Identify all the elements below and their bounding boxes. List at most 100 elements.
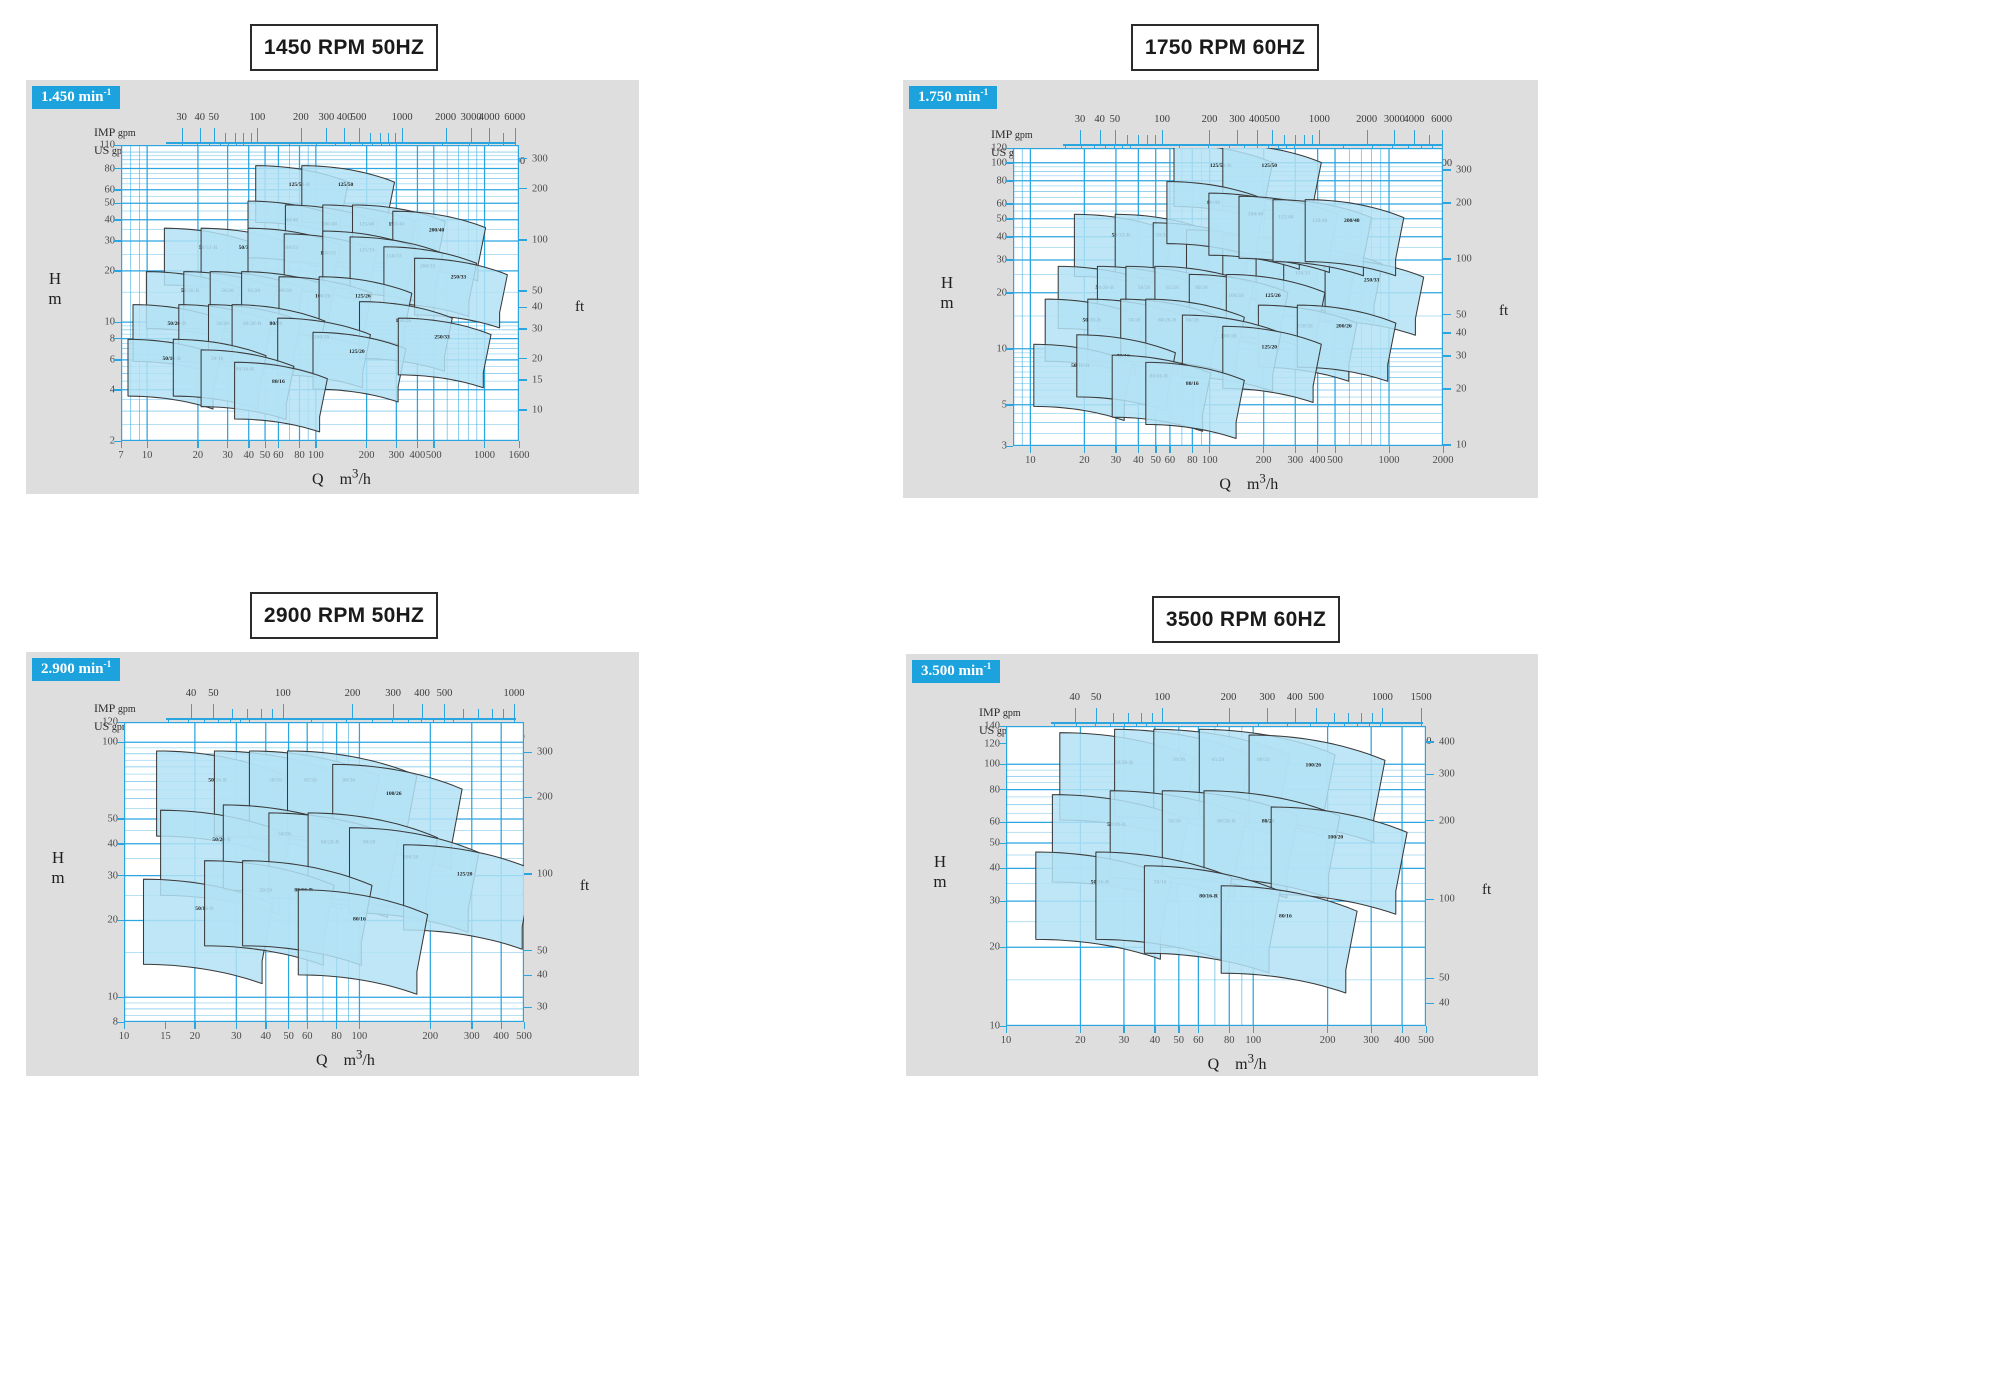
pump-model-label: 50/20-R [212,837,232,843]
imp-gpm-tick-label: 1500 [1410,692,1432,703]
y2-tick-mark [519,409,527,411]
y2-tick-label: 20 [532,353,543,365]
imp-gpm-tick [445,128,447,142]
y-tick-label: 60 [996,198,1008,210]
pump-model-label: 50/33 [239,245,252,251]
chart-panel-3500: 3.500 min-1 IMP gpm US gpm 40 50 100 200 300 400… [906,654,1538,1076]
gpm-minor-tick [1304,135,1306,144]
x-tick-mark [164,1022,167,1029]
imp-gpm-tick-label: 100 [1154,114,1171,125]
y2-tick-mark [1443,332,1451,334]
x-tick-mark [1334,446,1336,453]
y2-tick-label: 400 [1439,736,1455,748]
y-tick-mark [999,867,1006,870]
imp-gpm-label: IMP gpm [991,127,1033,141]
y-tick-mark [999,725,1006,727]
y-tick-mark [114,440,121,442]
h-unit: m [933,871,947,891]
x-tick-mark [264,441,266,448]
x-tick-mark [1169,446,1171,453]
imp-gpm-tick-label: 400 [1248,114,1265,125]
x-tick-mark [1154,1026,1156,1033]
q-symbol: Q [316,1052,328,1070]
imp-gpm-tick-label: 300 [385,688,402,699]
x-tick-mark [358,1022,361,1029]
x-tick-mark [1263,446,1265,453]
x-tick-label: 500 [1418,1035,1434,1046]
y2-tick-mark [519,306,527,309]
y-tick-label: 30 [996,254,1008,266]
y-tick-mark [1006,203,1013,205]
y2-tick-label: 300 [1439,768,1455,780]
chart-panel-1450: 1.450 min-1 IMP gpm US gpm 30 40 50 100 200 300 4… [26,80,639,494]
pump-envelopes: 50/33-R50/33125/50-R125/5080/40100/40125… [127,165,508,433]
plot-area: 50/26-R50/2665/2680/26100/2650/20-R50/20… [1006,726,1426,1026]
pump-model-label: 125/50-R [1210,163,1232,169]
y-tick-label: 2 [109,435,115,447]
y-tick-label: 80 [104,163,116,175]
gpm-minor-tick [1348,713,1350,722]
q-symbol: Q [1207,1056,1220,1074]
y2-tick-mark [524,796,532,798]
rpm-badge: 1.450 min-1 [32,86,121,109]
imp-gpm-tick-label: 500 [436,688,453,699]
pump-envelope [1222,325,1322,404]
plaque-2900-label: 2900 RPM 50HZ [263,603,425,627]
x-tick-label: 40 [1149,1035,1161,1046]
gpm-minor-tick [272,709,274,718]
x-tick-label: 200 [1319,1035,1336,1046]
x-tick-label: 10 [141,450,153,461]
gpm-minor-tick [388,133,390,142]
gpm-minor-tick [462,709,464,718]
x-tick-label: 1000 [474,450,496,461]
x-tick-mark [1442,446,1444,453]
y-tick-mark [999,842,1006,844]
imp-gpm-tick-label: 40 [1069,692,1080,703]
y-tick-mark [114,219,121,221]
x-tick-mark [298,441,301,448]
pump-model-label: 50/20-R [167,321,187,327]
y-tick-label: 50 [104,197,116,209]
imp-gpm-tick [300,128,302,142]
x-tick-label: 15 [160,1031,171,1042]
y-tick-label: 120 [984,738,1000,750]
x-tick-mark [1294,446,1297,453]
pump-model-label: 80/16 [1279,913,1292,919]
x-tick-label: 300 [463,1031,480,1042]
gpm-minor-tick [1372,713,1374,722]
x-tick-label: 500 [425,450,442,461]
y2-tick-mark [519,158,527,160]
x-tick-mark [429,1022,432,1029]
ft-axis-unit: ft [1499,302,1509,319]
y-tick-label: 40 [989,862,1001,874]
imp-gpm-tick [181,128,183,142]
y-tick-label: 10 [996,343,1008,355]
x-tick-label: 40 [1133,455,1144,466]
imp-gpm-tick-label: 3000 [1383,114,1405,125]
x-tick-mark [1401,1026,1403,1033]
pump-envelope [234,361,328,433]
y-tick-mark [117,919,124,922]
pump-model-label: 200/26 [1336,324,1352,330]
x-tick-mark [277,441,280,448]
x-tick-label: 10 [1000,1035,1012,1046]
plaque-3500-label: 3500 RPM 60HZ [1165,607,1327,631]
plaque-1750: 1750 RPM 60HZ [1131,24,1319,71]
imp-gpm-tick [1394,130,1396,144]
x-tick-mark [248,441,250,448]
x-tick-label: 60 [273,450,284,461]
imp-gpm-tick [1079,130,1081,144]
x-tick-label: 400 [409,450,426,461]
imp-gpm-tick [213,128,215,142]
y2-tick-label: 100 [532,234,548,246]
imp-gpm-tick-label: 2000 [1356,114,1378,125]
gpm-minor-tick [478,709,480,718]
h-symbol: H [51,848,65,867]
imp-gpm-tick [1267,708,1269,722]
imp-gpm-tick [444,704,446,718]
x-tick-mark [1079,1026,1082,1033]
gpm-minor-tick [491,709,493,718]
chart-panel-2900: 2.900 min-1 IMP gpm US gpm 40 50 100 200 300 400… [26,652,639,1076]
